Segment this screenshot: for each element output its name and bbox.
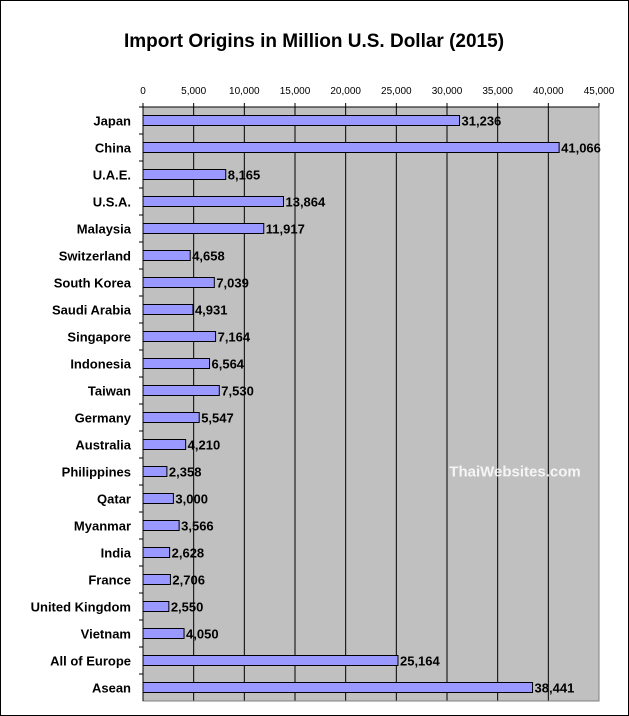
category-label: China: [95, 141, 132, 156]
bar: [142, 574, 171, 585]
category-label: Indonesia: [70, 357, 131, 372]
plot-area: 0 5,000 10,000 15,000 20,000 25,000 30,000 35,0…: [31, 86, 615, 702]
bar: [142, 520, 180, 531]
category-label: Qatar: [97, 492, 131, 507]
category-label: U.A.E.: [93, 168, 131, 183]
bar: [142, 115, 461, 126]
bar: [142, 466, 168, 477]
category-label: Myanmar: [74, 519, 131, 534]
bar: [142, 304, 194, 315]
x-tick-label: 5,000: [181, 86, 206, 97]
value-label: 3,000: [175, 492, 208, 507]
category-label: Saudi Arabia: [52, 303, 132, 318]
x-tick-label: 20,000: [330, 86, 361, 97]
category-label: Australia: [75, 438, 131, 453]
category-label: Switzerland: [59, 249, 131, 264]
category-label: United Kingdom: [31, 600, 131, 615]
chart-title: Import Origins in Million U.S. Dollar (2…: [124, 31, 504, 52]
bar: [142, 412, 200, 423]
value-label: 4,050: [186, 627, 219, 642]
value-label: 4,658: [192, 249, 225, 264]
bar: [142, 277, 215, 288]
bar: [142, 169, 227, 180]
value-label: 2,628: [172, 546, 205, 561]
category-label: India: [101, 546, 132, 561]
x-tick-label: 45,000: [584, 86, 615, 97]
watermark-text: ThaiWebsites.com: [449, 464, 580, 481]
value-label: 38,441: [535, 681, 575, 696]
value-label: 7,039: [216, 276, 249, 291]
value-label: 4,931: [195, 303, 228, 318]
value-label: 25,164: [400, 654, 441, 669]
category-label: Asean: [92, 681, 131, 696]
value-label: 2,358: [169, 465, 202, 480]
category-label: Japan: [93, 114, 131, 129]
value-label: 3,566: [181, 519, 214, 534]
bar: [142, 493, 174, 504]
value-label: 4,210: [188, 438, 221, 453]
bar: [142, 223, 265, 234]
x-tick-label: 35,000: [482, 86, 513, 97]
value-label: 11,917: [266, 222, 305, 237]
value-label: 13,864: [285, 195, 326, 210]
bar: [142, 547, 171, 558]
bar: [142, 331, 217, 342]
value-label: 2,550: [171, 600, 204, 615]
value-label: 2,706: [172, 573, 205, 588]
value-label: 31,236: [462, 114, 502, 129]
bar: [142, 196, 284, 207]
bar: [142, 385, 220, 396]
value-label: 5,547: [201, 411, 234, 426]
bar: [142, 628, 185, 639]
category-label: Malaysia: [77, 222, 132, 237]
bar: [142, 439, 187, 450]
x-tick-label: 25,000: [381, 86, 412, 97]
category-label: France: [88, 573, 131, 588]
x-tick-label: 10,000: [229, 86, 260, 97]
x-tick-label: 40,000: [533, 86, 564, 97]
value-label: 8,165: [228, 168, 261, 183]
value-label: 7,530: [221, 384, 254, 399]
category-label: Germany: [75, 411, 132, 426]
bar: [142, 142, 560, 153]
value-label: 7,164: [218, 330, 251, 345]
value-label: 41,066: [561, 141, 601, 156]
bar: [142, 682, 534, 693]
category-label: Taiwan: [88, 384, 131, 399]
category-label: Singapore: [67, 330, 131, 345]
category-label: South Korea: [54, 276, 132, 291]
value-label: 6,564: [212, 357, 245, 372]
x-tick-label: 15,000: [280, 86, 311, 97]
category-label: Vietnam: [81, 627, 131, 642]
category-label: All of Europe: [50, 654, 131, 669]
bar: [142, 358, 211, 369]
bar: [142, 250, 191, 261]
bar: [142, 655, 399, 666]
category-label: U.S.A.: [93, 195, 131, 210]
x-tick-label: 0: [140, 86, 146, 97]
category-label: Philippines: [62, 465, 131, 480]
bar: [142, 601, 170, 612]
x-tick-label: 30,000: [432, 86, 463, 97]
